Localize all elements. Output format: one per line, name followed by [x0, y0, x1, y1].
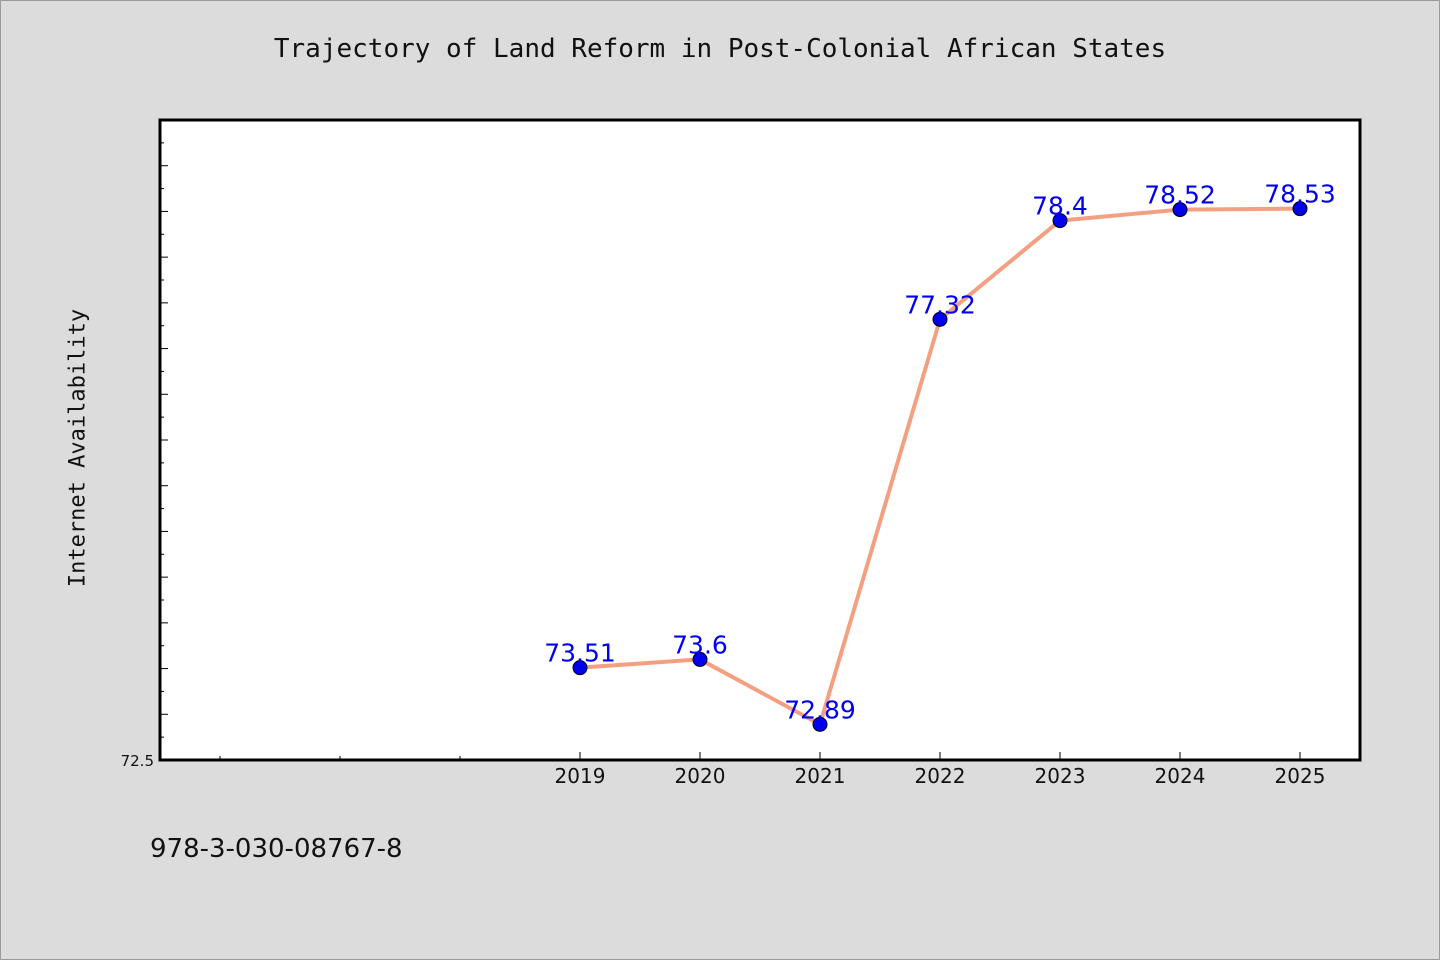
data-point — [692, 651, 708, 667]
data-label: 72.89 — [784, 695, 856, 724]
plot-area — [158, 118, 1362, 762]
data-point — [1052, 213, 1068, 229]
data-point — [572, 660, 588, 676]
footer-isbn: 978-3-030-08767-8 — [150, 834, 403, 864]
data-label: 78.53 — [1264, 180, 1336, 209]
data-label: 77.32 — [904, 290, 976, 319]
x-tick-label: 2020 — [675, 764, 726, 788]
x-tick-label: 2021 — [795, 764, 846, 788]
data-label: 78.4 — [1032, 192, 1088, 221]
data-point — [932, 311, 948, 327]
x-tick-label: 2025 — [1275, 764, 1326, 788]
x-tick-label: 2019 — [555, 764, 606, 788]
y-tick-label: 72.5 — [121, 752, 154, 770]
x-tick-label: 2024 — [1155, 764, 1206, 788]
data-point — [812, 716, 828, 732]
data-label: 78.52 — [1144, 181, 1216, 210]
x-tick-label: 2023 — [1035, 764, 1086, 788]
x-tick-label: 2022 — [915, 764, 966, 788]
data-point — [1172, 202, 1188, 218]
data-label: 73.6 — [672, 630, 728, 659]
data-label: 73.51 — [544, 639, 616, 668]
data-point — [1292, 201, 1308, 217]
chart-title: Trajectory of Land Reform in Post-Coloni… — [273, 34, 1167, 64]
